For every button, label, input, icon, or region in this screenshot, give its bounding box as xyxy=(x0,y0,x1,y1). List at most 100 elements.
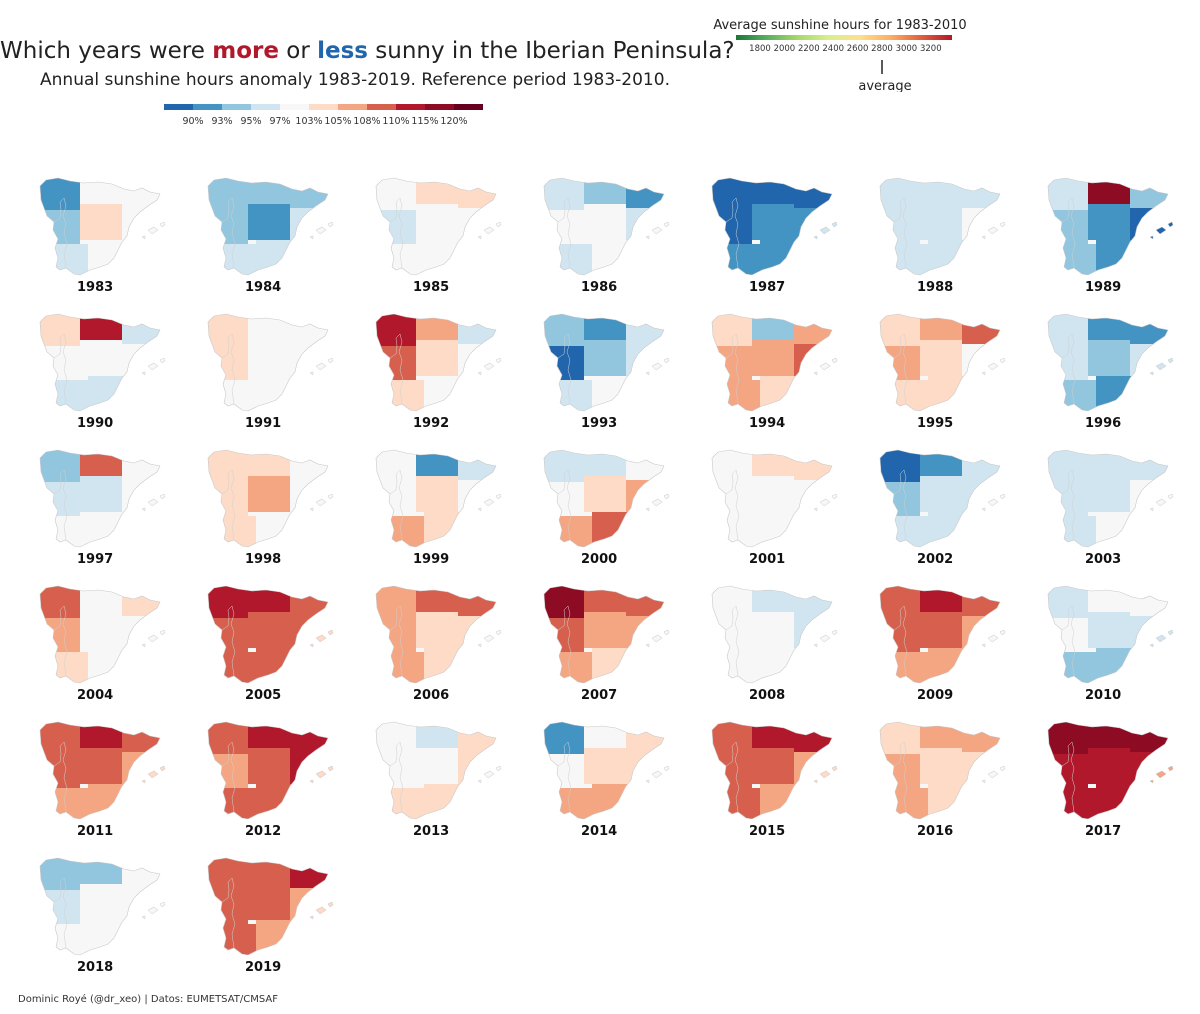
anomaly-region xyxy=(584,314,626,340)
anomaly-region xyxy=(584,204,626,240)
border-line xyxy=(53,877,68,949)
anomaly-region xyxy=(1048,652,1096,683)
anomaly-region xyxy=(920,748,962,784)
anomaly-region xyxy=(920,612,962,648)
anomaly-region xyxy=(136,766,165,786)
anomaly-region xyxy=(752,748,794,784)
sunshine-gradient-bar xyxy=(736,35,952,40)
anomaly-region xyxy=(208,516,256,547)
anomaly-region xyxy=(304,902,333,922)
peninsula-outline xyxy=(879,177,1001,276)
anomaly-region xyxy=(928,376,976,411)
anomaly-region xyxy=(40,722,80,754)
anomaly-region xyxy=(40,788,88,819)
peninsula-outline xyxy=(207,177,329,276)
anomaly-region xyxy=(760,648,808,683)
anomaly-region xyxy=(208,788,256,819)
anomaly-region xyxy=(40,516,88,547)
year-panel: 1983 xyxy=(32,172,192,304)
border-line xyxy=(893,197,908,269)
border-line xyxy=(1061,197,1076,269)
anomaly-region xyxy=(880,450,920,482)
anomaly-region xyxy=(808,766,837,786)
year-panel: 1997 xyxy=(32,444,192,576)
anomaly-region xyxy=(808,630,837,650)
peninsula-outline xyxy=(1047,585,1169,684)
border-line xyxy=(221,333,236,405)
anomaly-region xyxy=(376,722,416,754)
anomaly-region xyxy=(136,222,165,242)
border-line xyxy=(725,333,740,405)
anomaly-region xyxy=(376,516,424,547)
year-panel: 2019 xyxy=(200,852,360,984)
border-line xyxy=(1061,741,1076,813)
year-label: 1997 xyxy=(77,552,114,567)
legend-swatch xyxy=(222,104,251,110)
anomaly-region xyxy=(424,376,472,411)
anomaly-region xyxy=(640,630,669,650)
anomaly-region xyxy=(248,178,290,204)
peninsula-outline xyxy=(1047,177,1169,276)
anomaly-region xyxy=(752,204,794,240)
legend-tick-label: 110% xyxy=(382,116,409,127)
anomaly-region xyxy=(248,314,290,340)
border-line xyxy=(725,741,740,813)
anomaly-region xyxy=(248,586,290,612)
year-panel: 2009 xyxy=(872,580,1032,712)
year-label: 1999 xyxy=(413,552,450,567)
anomaly-region xyxy=(1144,358,1173,378)
sunshine-tick-label: 1800 xyxy=(749,44,771,54)
anomaly-map xyxy=(207,449,334,548)
anomaly-region xyxy=(80,722,122,748)
anomaly-region xyxy=(416,748,458,784)
anomaly-region xyxy=(88,784,136,819)
anomaly-region xyxy=(1088,314,1130,340)
year-label: 2007 xyxy=(581,688,618,703)
peninsula-outline xyxy=(1047,449,1169,548)
anomaly-region xyxy=(1144,494,1173,514)
year-panel: 2016 xyxy=(872,716,1032,848)
anomaly-region xyxy=(208,380,256,411)
year-label: 2010 xyxy=(1085,688,1122,703)
border-line xyxy=(557,333,572,405)
anomaly-map xyxy=(879,449,1006,548)
year-panel: 2018 xyxy=(32,852,192,984)
anomaly-region xyxy=(472,222,501,242)
anomaly-region xyxy=(80,340,122,376)
peninsula-outline xyxy=(39,313,161,412)
sunshine-tick-label: 3000 xyxy=(896,44,918,54)
anomaly-map xyxy=(39,313,166,412)
anomaly-region xyxy=(1088,612,1130,648)
anomaly-region xyxy=(880,788,928,819)
border-line xyxy=(53,741,68,813)
anomaly-region xyxy=(1048,244,1096,275)
anomaly-region xyxy=(544,314,584,346)
anomaly-region xyxy=(928,240,976,275)
anomaly-region xyxy=(544,652,592,683)
year-panel: 1991 xyxy=(200,308,360,440)
anomaly-region xyxy=(416,476,458,512)
anomaly-map xyxy=(1047,721,1174,820)
legend-swatch xyxy=(309,104,338,110)
anomaly-region xyxy=(1088,340,1130,376)
anomaly-region xyxy=(248,450,290,476)
anomaly-region xyxy=(40,314,80,346)
border-line xyxy=(725,197,740,269)
reference-map-fill xyxy=(950,2,1192,170)
anomaly-region xyxy=(208,244,256,275)
anomaly-region xyxy=(248,340,290,376)
peninsula-outline xyxy=(207,857,329,956)
anomaly-map xyxy=(543,449,670,548)
anomaly-region xyxy=(584,586,626,612)
year-label: 1995 xyxy=(917,416,954,431)
year-panel: 2002 xyxy=(872,444,1032,576)
anomaly-region xyxy=(80,586,122,612)
year-label: 1987 xyxy=(749,280,786,295)
border-line xyxy=(389,605,404,677)
year-label: 1992 xyxy=(413,416,450,431)
anomaly-map xyxy=(711,313,838,412)
peninsula-outline xyxy=(879,721,1001,820)
anomaly-region xyxy=(584,612,626,648)
anomaly-map xyxy=(879,585,1006,684)
year-panel: 2000 xyxy=(536,444,696,576)
